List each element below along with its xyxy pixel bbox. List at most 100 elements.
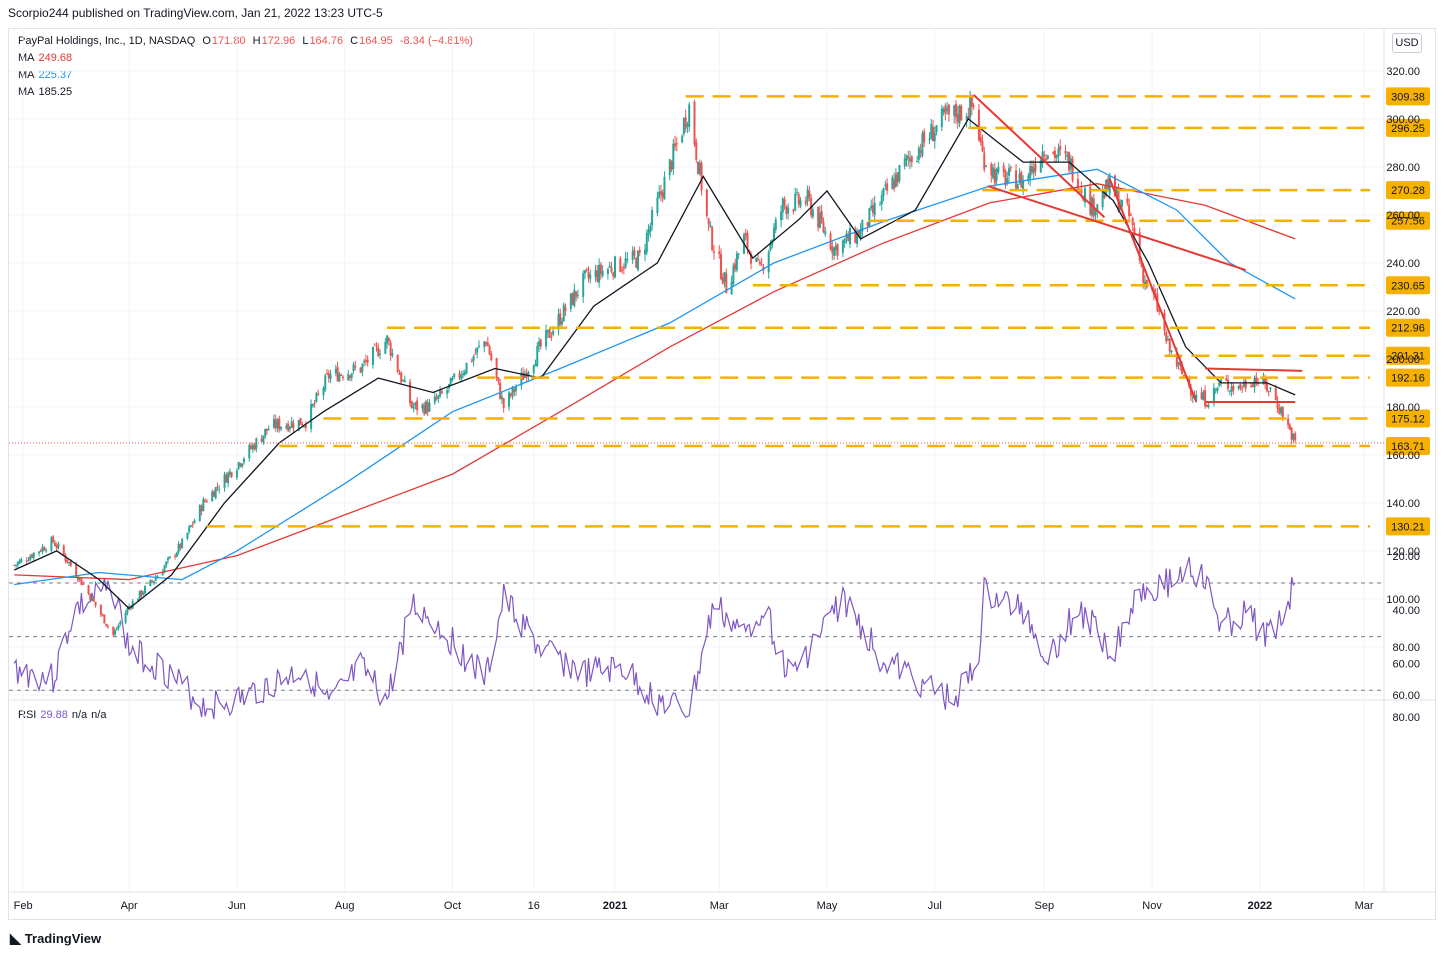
candle-body: [621, 269, 624, 271]
candle-body: [681, 136, 684, 143]
candle-body: [732, 266, 735, 284]
trendline: [1205, 367, 1303, 372]
candle-body: [848, 227, 851, 244]
candle-body: [921, 133, 924, 157]
candle-body: [1027, 175, 1030, 182]
candle-body: [720, 254, 723, 279]
tradingview-icon: ◣: [10, 930, 21, 946]
currency-button[interactable]: USD: [1392, 33, 1422, 53]
candle-body: [227, 472, 230, 484]
candle-body: [797, 194, 800, 205]
candle-body: [880, 195, 883, 205]
candle-body: [1009, 167, 1012, 169]
rsi-tick-label: 80.00: [1392, 712, 1420, 724]
candle-body: [92, 598, 95, 602]
candle-body: [1170, 350, 1173, 352]
candle-body: [43, 547, 46, 551]
candle-body: [1007, 168, 1010, 176]
candle-body: [834, 245, 837, 251]
candle-body: [412, 406, 415, 409]
candle-body: [186, 532, 189, 539]
candle-body: [564, 307, 567, 311]
candle-body: [364, 359, 367, 362]
candle-body: [115, 628, 118, 630]
trendlines: [9, 94, 1384, 444]
candle-body: [216, 486, 219, 488]
level-tag: [1386, 436, 1430, 455]
candle-body: [946, 108, 949, 111]
level-tag: [1386, 276, 1430, 295]
candle-body: [280, 426, 283, 430]
candle-body: [1128, 204, 1131, 217]
legend-low: L164.76: [302, 35, 344, 47]
candle-body: [674, 143, 677, 147]
candle-body: [495, 358, 498, 378]
candle-body: [857, 231, 860, 237]
candle-body: [700, 162, 703, 191]
candle-body: [882, 188, 885, 196]
candle-body: [1207, 405, 1210, 407]
candle-body: [1015, 170, 1018, 191]
candle-body: [596, 270, 599, 281]
candle-body: [1004, 170, 1007, 186]
candle-body: [792, 209, 795, 212]
time-tick-label: Mar: [1355, 900, 1374, 912]
candle-body: [52, 536, 55, 542]
candle-body: [204, 500, 207, 502]
candle-body: [873, 202, 876, 216]
candle-body: [513, 388, 516, 393]
candle-body: [954, 103, 957, 118]
candle-body: [29, 556, 32, 561]
candle-body: [485, 342, 488, 345]
candle-body: [668, 159, 671, 176]
candle-body: [326, 373, 329, 375]
candle-body: [811, 209, 814, 217]
candle-body: [1166, 339, 1169, 341]
candle-body: [656, 197, 659, 214]
candle-body: [1045, 158, 1048, 161]
candle-body: [1269, 387, 1272, 390]
support-resistance-levels: 309.38 296.25 270.28 257.56 230.65 212.96 201.…: [206, 87, 1430, 536]
candle-body: [866, 222, 869, 227]
candle-body: [50, 537, 53, 551]
candle-body: [285, 425, 288, 429]
candle-body: [958, 105, 961, 124]
price-tick-label: 160.00: [1386, 450, 1420, 462]
legend-ma2: MA 225.37: [18, 69, 73, 81]
tradingview-logo[interactable]: ◣ TradingView: [10, 930, 102, 946]
candle-body: [1158, 310, 1161, 313]
candle-body: [859, 228, 862, 239]
candle-body: [1216, 387, 1219, 392]
candle-body: [377, 347, 380, 357]
candle-body: [398, 372, 401, 375]
candle-body: [737, 253, 740, 255]
candle-body: [106, 625, 109, 627]
candle-body: [582, 273, 585, 297]
candle-body: [1108, 174, 1111, 194]
candle-body: [748, 250, 751, 252]
candle-body: [1105, 179, 1108, 196]
candle-body: [315, 393, 318, 402]
candle-body: [446, 390, 449, 394]
price-tick-label: 220.00: [1386, 306, 1420, 318]
candle-body: [930, 124, 933, 139]
candle-body: [758, 261, 761, 264]
level-tag-label: 257.56: [1391, 216, 1425, 228]
candle-body: [338, 373, 341, 382]
candle-body: [1230, 386, 1233, 393]
candle-body: [175, 552, 178, 557]
candle-body: [1294, 433, 1297, 441]
candle-body: [843, 238, 846, 243]
candle-body: [718, 251, 721, 254]
candle-body: [497, 377, 500, 382]
candle-body: [795, 191, 798, 193]
candle-body: [693, 101, 696, 145]
candle-body: [1106, 179, 1109, 191]
candle-body: [327, 372, 330, 379]
candle-body: [403, 380, 406, 383]
candle-body: [1262, 377, 1265, 384]
candle-body: [453, 373, 456, 378]
candle-body: [684, 117, 687, 129]
candle-body: [1250, 386, 1253, 388]
